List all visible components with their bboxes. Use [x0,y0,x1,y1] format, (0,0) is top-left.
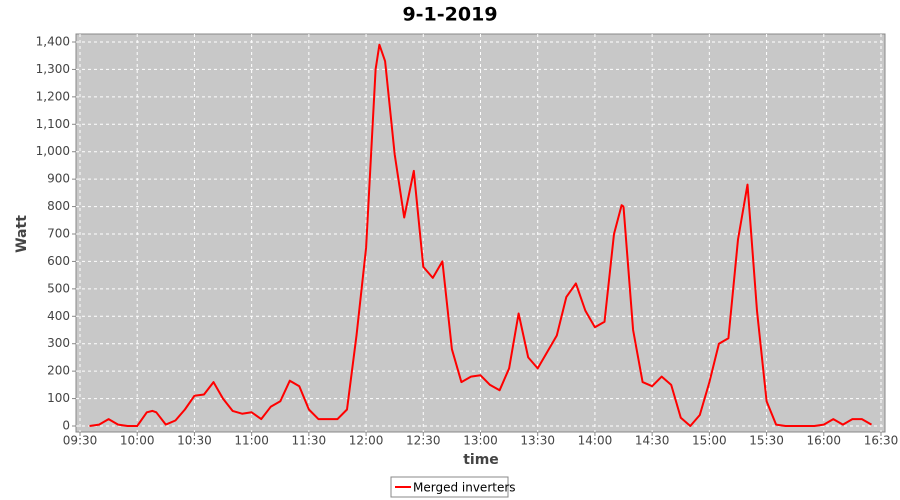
legend-label: Merged inverters [413,481,516,495]
x-tick-label: 10:30 [177,434,212,448]
x-tick-label: 16:30 [864,434,899,448]
y-tick-label: 1,300 [36,62,70,76]
x-tick-label: 12:30 [406,434,441,448]
y-tick-label: 0 [62,419,70,433]
x-tick-label: 14:30 [635,434,670,448]
y-tick-label: 1,100 [36,117,70,131]
x-tick-label: 14:00 [578,434,613,448]
y-tick-label: 700 [47,227,70,241]
y-tick-label: 1,200 [36,89,70,103]
x-tick-label: 15:30 [749,434,784,448]
x-tick-label: 13:30 [520,434,555,448]
y-tick-label: 300 [47,336,70,350]
y-tick-label: 900 [47,172,70,186]
x-tick-label: 15:00 [692,434,727,448]
x-tick-label: 16:00 [806,434,841,448]
x-tick-label: 13:00 [463,434,498,448]
x-tick-label: 12:00 [349,434,384,448]
y-tick-label: 600 [47,254,70,268]
x-tick-label: 09:30 [63,434,98,448]
x-tick-label: 10:00 [120,434,155,448]
y-tick-label: 1,000 [36,144,70,158]
y-tick-label: 400 [47,309,70,323]
y-tick-label: 1,400 [36,35,70,49]
y-tick-label: 800 [47,199,70,213]
y-tick-label: 100 [47,391,70,405]
x-axis-label: time [463,452,499,468]
y-axis-label: Watt [14,215,30,253]
series-line [89,43,872,427]
chart-title: 9-1-2019 [402,4,497,26]
y-tick-label: 500 [47,281,70,295]
legend-box [390,476,509,498]
x-tick-label: 11:30 [292,434,327,448]
y-tick-label: 200 [47,364,70,378]
x-tick-label: 11:00 [234,434,269,448]
